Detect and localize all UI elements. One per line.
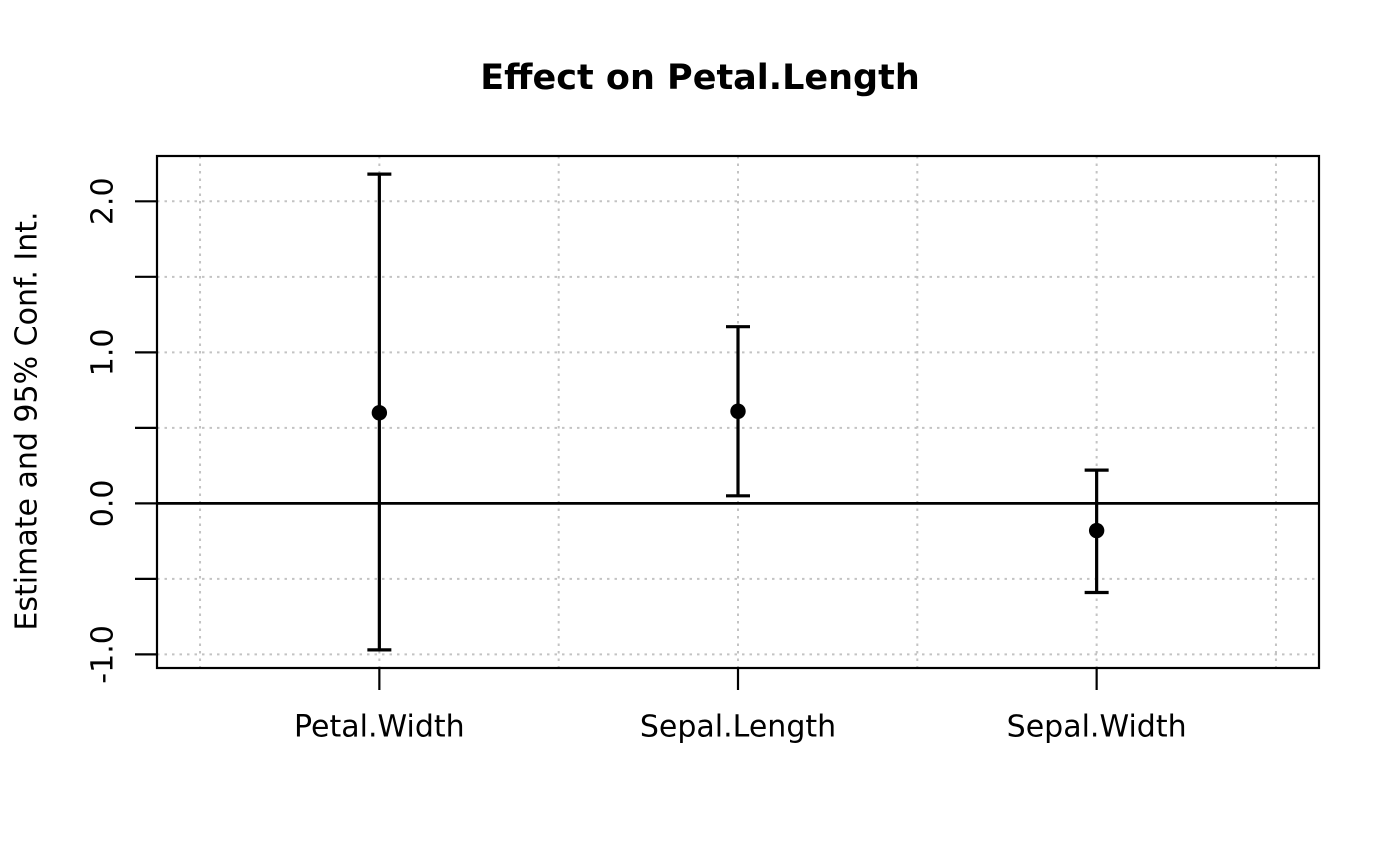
- y-tick-label: -1.0: [86, 625, 121, 684]
- x-category-label: Petal.Width: [294, 710, 465, 745]
- plot-border: [155, 154, 1321, 670]
- estimate-point: [1088, 522, 1105, 539]
- y-tick-label: 2.0: [86, 177, 121, 225]
- y-tick-label: 1.0: [86, 328, 121, 376]
- x-category-label: Sepal.Width: [1007, 710, 1187, 745]
- x-category-label: Sepal.Length: [640, 710, 836, 745]
- estimate-point: [371, 405, 388, 421]
- chart-title: Effect on Petal.Length: [480, 57, 920, 98]
- estimate-point: [730, 403, 746, 419]
- y-tick-label: 0.0: [86, 480, 121, 528]
